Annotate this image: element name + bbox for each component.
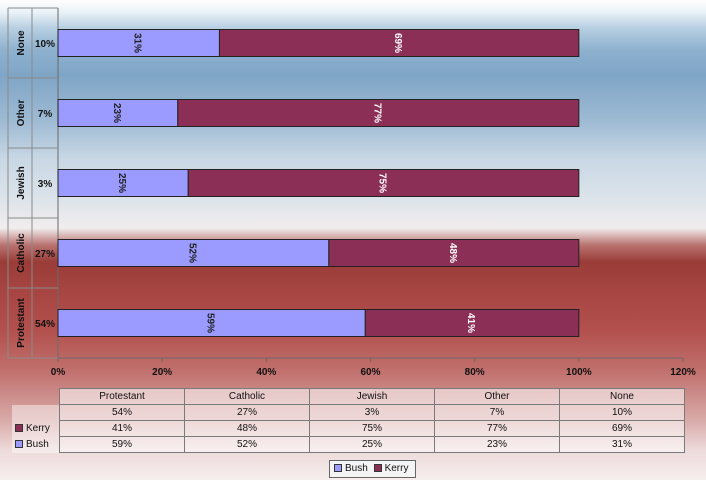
x-tick-label: 20%: [152, 367, 172, 378]
table-cell: 31%: [559, 436, 685, 453]
bar-value-label: 31%: [132, 33, 143, 53]
bar-kerry: [218, 29, 580, 57]
bar-kerry: [364, 309, 580, 337]
bar-kerry: [177, 99, 580, 127]
table-cell: 77%: [434, 420, 560, 437]
bar-value-label: 25%: [116, 173, 127, 193]
bar-kerry: [328, 239, 580, 267]
chart-bars: [57, 29, 580, 337]
kerry-swatch-icon: [373, 464, 382, 473]
table-cell: 23%: [434, 436, 560, 453]
stacked-bar-chart: 0% 20% 40% 60% 80% 100% 120% Protestant 54% Catho…: [7, 7, 696, 378]
x-tick-label: 120%: [670, 367, 696, 378]
table-row-header: Kerry: [12, 420, 60, 437]
category-label: Other: [16, 100, 27, 127]
table-cell: 59%: [59, 436, 185, 453]
bar-value-label: 59%: [205, 313, 216, 333]
data-table: Protestant Catholic Jewish Other None 54…: [12, 388, 685, 453]
category-label: Jewish: [16, 166, 27, 199]
chart-labels: 59% 41% 52% 48% 25% 75% 23% 77% 31% 69%: [111, 33, 476, 333]
bar-bush: [57, 29, 220, 57]
bar-kerry: [187, 169, 580, 197]
table-cell: 27%: [184, 404, 310, 421]
chart-legend: Bush Kerry: [329, 460, 417, 478]
legend-item-kerry: Kerry: [373, 463, 408, 474]
x-tick-label: 40%: [256, 367, 276, 378]
category-share-label: 10%: [35, 39, 55, 50]
bush-key-icon: [15, 440, 23, 449]
category-share-label: 54%: [35, 319, 55, 330]
category-label: None: [16, 30, 27, 55]
table-cell: 25%: [309, 436, 435, 453]
table-row-share: 54% 27% 3% 7% 10%: [12, 404, 685, 421]
table-cell: 10%: [559, 404, 685, 421]
table-cell: 52%: [184, 436, 310, 453]
bar-value-label: 75%: [377, 173, 388, 193]
table-col-header: Other: [434, 388, 560, 405]
bar-value-label: 69%: [392, 33, 403, 53]
table-row-kerry: Kerry 41% 48% 75% 77% 69%: [12, 420, 685, 437]
bar-value-label: 52%: [186, 243, 197, 263]
kerry-key-icon: [15, 424, 23, 433]
table-cell: 3%: [309, 404, 435, 421]
table-cell: 54%: [59, 404, 185, 421]
table-cell: 41%: [59, 420, 185, 437]
table-cell: 48%: [184, 420, 310, 437]
table-col-header: Protestant: [59, 388, 185, 405]
table-cell: 69%: [559, 420, 685, 437]
category-share-label: 3%: [38, 179, 53, 190]
bar-bush: [57, 309, 366, 337]
bar-value-label: 48%: [447, 243, 458, 263]
table-cell: 75%: [309, 420, 435, 437]
table-row-bush: Bush 59% 52% 25% 23% 31%: [12, 436, 685, 453]
table-col-header: Catholic: [184, 388, 310, 405]
bush-swatch-icon: [334, 464, 342, 473]
x-tick-label: 100%: [566, 367, 592, 378]
table-row-header: Bush: [12, 436, 60, 453]
chart-axes: 0% 20% 40% 60% 80% 100% 120% Protestant 54% Catho…: [7, 7, 696, 378]
category-share-label: 7%: [38, 109, 53, 120]
table-col-header: Jewish: [309, 388, 435, 405]
legend-item-bush: Bush: [334, 463, 368, 474]
bar-value-label: 77%: [371, 103, 382, 123]
bar-value-label: 41%: [465, 313, 476, 333]
x-tick-label: 60%: [360, 367, 380, 378]
table-col-header: None: [559, 388, 685, 405]
bar-value-label: 23%: [111, 103, 122, 123]
table-header-row: Protestant Catholic Jewish Other None: [12, 388, 685, 405]
bar-bush: [57, 169, 189, 197]
x-tick-label: 0%: [51, 367, 66, 378]
category-label: Catholic: [16, 233, 27, 273]
category-label: Protestant: [16, 298, 27, 348]
table-cell: 7%: [434, 404, 560, 421]
x-tick-label: 80%: [465, 367, 485, 378]
category-share-label: 27%: [35, 249, 55, 260]
